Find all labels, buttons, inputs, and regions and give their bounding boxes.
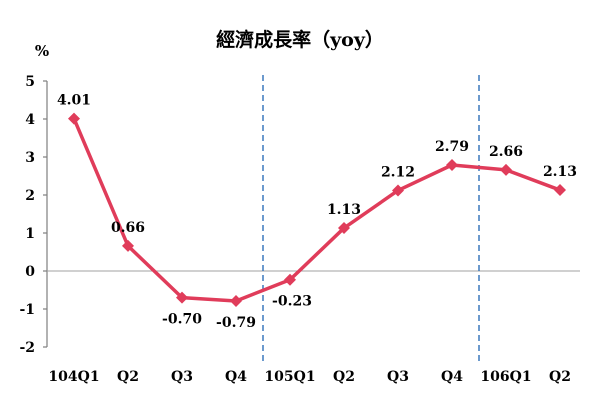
x-tick-label: Q2 — [333, 369, 355, 385]
data-label: 1.13 — [327, 202, 361, 218]
data-point-marker — [284, 273, 296, 286]
data-label: 0.66 — [111, 220, 145, 236]
y-tick-label: -2 — [19, 340, 35, 356]
data-point-marker — [230, 295, 242, 308]
data-label: 2.66 — [489, 144, 523, 160]
series-growth — [68, 112, 566, 308]
data-point-marker — [176, 291, 188, 304]
data-label: -0.79 — [216, 315, 256, 331]
x-tick-label: 105Q1 — [264, 369, 315, 385]
data-label: 2.12 — [381, 164, 415, 180]
x-tick-label: 104Q1 — [48, 369, 99, 385]
y-tick-label: -1 — [19, 302, 35, 318]
series-line — [72, 117, 561, 303]
data-label: -0.23 — [272, 294, 312, 310]
chart-title: 經濟成長率（yoy） — [216, 28, 384, 51]
data-point-marker — [338, 222, 350, 235]
y-tick-label: 3 — [25, 150, 35, 166]
x-tick-label: Q3 — [171, 369, 193, 385]
data-point-marker — [122, 239, 134, 252]
y-tick-label: 5 — [25, 74, 35, 90]
data-label: 4.01 — [57, 93, 91, 109]
data-label: 2.79 — [435, 139, 469, 155]
data-label: 2.13 — [543, 164, 577, 180]
y-tick-label: 4 — [25, 112, 35, 128]
data-point-marker — [446, 158, 458, 171]
year-dividers — [262, 75, 480, 362]
x-tick-labels: 104Q1 Q2 Q3 Q4 105Q1 Q2 Q3 Q4 106Q1 Q2 — [48, 369, 571, 385]
x-tick-label: Q2 — [117, 369, 139, 385]
data-point-marker — [68, 112, 80, 125]
data-point-marker — [554, 184, 566, 197]
x-tick-label: Q4 — [225, 369, 247, 385]
x-tick-label: Q2 — [549, 369, 571, 385]
y-tick-labels: -2 -1 0 1 2 3 4 5 — [19, 74, 35, 356]
x-tick-label: Q3 — [387, 369, 409, 385]
x-tick-label: Q4 — [441, 369, 463, 385]
y-tick-label: 1 — [25, 226, 35, 242]
axes — [43, 80, 580, 348]
x-tick-label: 106Q1 — [480, 369, 531, 385]
y-tick-label: 2 — [25, 188, 35, 204]
data-label: -0.70 — [162, 312, 202, 328]
data-point-marker — [500, 163, 512, 176]
data-labels: 4.01 0.66 -0.70 -0.79 -0.23 1.13 2.12 2.79 2.66 2… — [57, 93, 577, 331]
y-tick-label: 0 — [25, 264, 35, 280]
data-point-marker — [392, 184, 404, 197]
y-axis-unit-label: % — [35, 42, 49, 60]
